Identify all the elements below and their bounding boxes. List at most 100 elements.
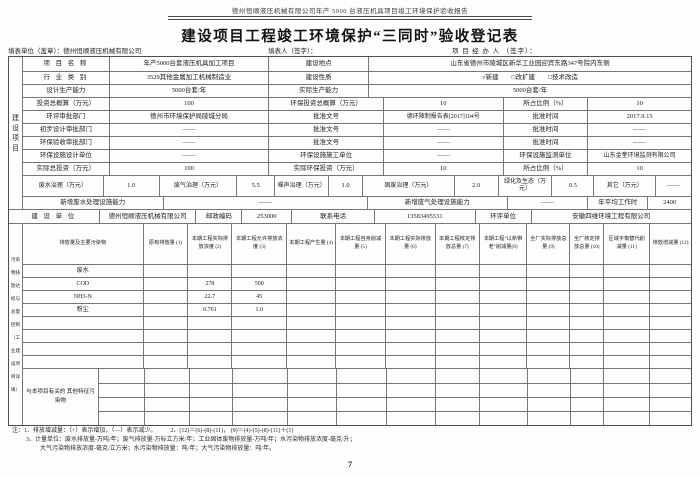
col-header-1: 原有排放量 (1) <box>142 224 188 264</box>
empty-cell <box>434 265 479 277</box>
empty-cell <box>23 330 143 342</box>
actual-invest-value: 100 <box>108 163 269 175</box>
empty-cell <box>188 384 233 397</box>
empty-cell <box>526 317 569 329</box>
empty-cell <box>649 304 691 316</box>
empty-cell <box>385 398 436 411</box>
accept-doc-value: —— <box>382 137 503 149</box>
project-name-value: 年产5000台套液压机具加工项目 <box>108 57 269 71</box>
empty-cell <box>478 265 527 277</box>
empty-cell <box>187 317 231 329</box>
allowed-conc-value: 1.0 <box>231 304 286 316</box>
empty-cell <box>188 369 233 383</box>
budget-value: 100 <box>108 98 269 110</box>
empty-cell <box>603 398 649 411</box>
budget-label: 投资总概算（万元） <box>36 100 96 108</box>
empty-cell <box>435 412 479 425</box>
actual-invest-label: 实际总投资（万元） <box>36 165 96 173</box>
empty-cell <box>569 369 604 383</box>
empty-cell <box>335 304 385 316</box>
empty-cell <box>385 384 436 397</box>
col-header-4: 本期工程产生量 (4) <box>286 224 335 264</box>
fac-build-value: —— <box>382 150 503 162</box>
empty-cell <box>478 304 527 316</box>
pollutant-name: NH3-N <box>73 293 92 300</box>
empty-cell <box>603 356 649 368</box>
empty-cell <box>569 265 603 277</box>
empty-cell <box>142 278 188 290</box>
fill-person-label: 填表人（签字）： <box>268 48 317 55</box>
phone-label: 联系电话 <box>291 210 374 223</box>
empty-cell <box>335 398 386 411</box>
eia-unit-value: 安徽四维环境工程有限公司 <box>530 210 692 223</box>
empty-cell <box>526 398 570 411</box>
solid-cost-value: 2.0 <box>453 176 498 196</box>
footnote-1b: 2、(12)＝(6)-(8)-(11)， (9)＝(4)-(5)-(8)-(11… <box>170 428 294 434</box>
noise-cost-label: 噪声治理（万元） <box>274 176 328 196</box>
empty-cell <box>384 356 435 368</box>
zip-value: 253000 <box>241 210 291 223</box>
registration-table: 建设项目 项 目 名 称 年产5000台套液压机具加工项目 建设地点 山东省德州… <box>8 56 692 426</box>
empty-cell <box>434 278 479 290</box>
allowed-conc-value: 45 <box>231 291 286 303</box>
ratio-label: 所占比例（%） <box>502 98 588 110</box>
empty-cell <box>385 369 436 383</box>
fac-build-label: 环保设施施工单位 <box>268 150 383 162</box>
empty-cell <box>603 317 649 329</box>
page-number: 7 <box>348 460 352 469</box>
empty-cell <box>335 412 386 425</box>
empty-cell <box>649 330 691 342</box>
design-capacity-value: 5000台套/年 <box>108 85 269 97</box>
empty-cell <box>479 384 527 397</box>
empty-cell <box>569 317 603 329</box>
footnote-2: 3、计量单位：废水排放量-万吨/年；废气排放量-万标立方米/年；工业固体废物排放… <box>26 437 356 443</box>
empty-cell <box>526 356 569 368</box>
table-row: 废水治理（万元） 1.0 废气治理（万元） 5.5 噪声治理（万元） 1.0 固… <box>23 175 691 196</box>
empty-cell <box>335 384 386 397</box>
empty-cell <box>23 356 143 368</box>
empty-cell <box>569 356 603 368</box>
empty-cell <box>187 330 231 342</box>
empty-cell <box>142 343 188 355</box>
empty-cell <box>384 343 435 355</box>
other-pollutants-group: 与本项目有关的 其他特征污染物 <box>23 368 691 425</box>
empty-cell <box>384 265 435 277</box>
col-header-pollutant: 排放量及主要污染物 <box>59 240 107 247</box>
empty-cell <box>603 412 649 425</box>
noise-cost-value: 1.0 <box>328 176 362 196</box>
zip-label: 邮政编码 <box>195 210 241 223</box>
empty-cell <box>569 384 604 397</box>
empty-cell <box>478 343 527 355</box>
empty-cell <box>603 291 649 303</box>
table-row: 项 目 名 称 年产5000台套液压机具加工项目 建设地点 山东省德州市陵城区新… <box>23 57 691 71</box>
empty-cell <box>649 356 691 368</box>
accept-dept-value: —— <box>108 137 269 149</box>
empty-cell <box>603 384 649 397</box>
env-budget-value: 10 <box>382 98 503 110</box>
empty-cell <box>143 412 189 425</box>
industry-label: 行 业 类 别 <box>43 74 89 82</box>
table-row: 新增废水处理设施能力 —— 新增废气处理设施能力 —— 年平均工作时 2400 <box>23 196 691 209</box>
init-doc-value: —— <box>382 124 503 136</box>
empty-cell <box>335 291 385 303</box>
empty-cell <box>286 265 335 277</box>
form-title: 建设项目工程竣工环境保护“三同时”验收登记表 <box>181 29 519 45</box>
vertical-label-pollution: 污染物排放达标与总量控制（工业建设项目详填） <box>9 224 23 425</box>
time-label: 批准时间 <box>502 111 588 123</box>
pollutant-row-nh3n: NH3-N 22.7 45 <box>23 290 691 303</box>
empty-cell <box>526 369 570 383</box>
empty-pollutant-row <box>99 397 691 411</box>
empty-cell <box>603 330 649 342</box>
empty-cell <box>434 343 479 355</box>
empty-cell <box>649 369 691 383</box>
doc-no-label: 批准文号 <box>268 111 383 123</box>
empty-pollutant-row <box>99 411 691 425</box>
init-dept-label: 初步设计审批部门 <box>39 126 92 134</box>
empty-cell <box>286 343 335 355</box>
actual-env-value: 10 <box>382 163 503 175</box>
table-row: 初步设计审批部门 —— 批准文号 —— 批准时间 —— <box>23 123 691 136</box>
pollutant-name: COD <box>76 280 90 287</box>
empty-cell <box>435 384 479 397</box>
empty-cell <box>231 356 286 368</box>
empty-cell <box>569 291 603 303</box>
